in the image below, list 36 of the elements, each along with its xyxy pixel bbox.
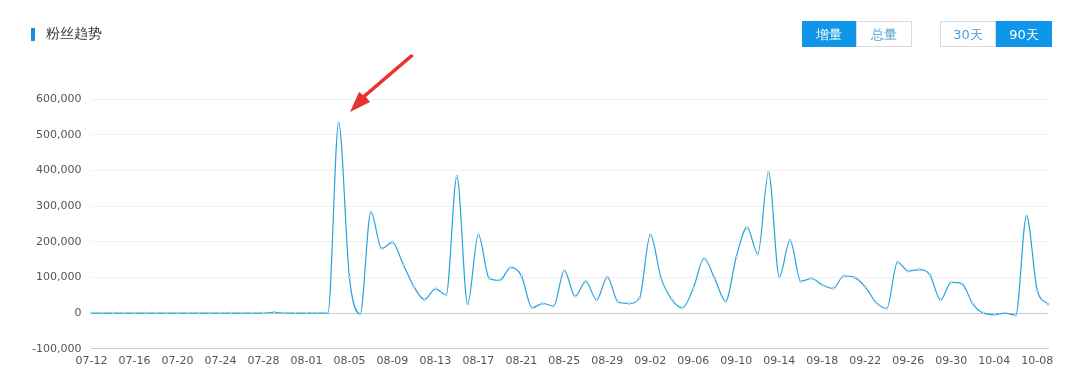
x-tick-label: 09-26 <box>892 354 925 368</box>
y-tick-label: 500,000 <box>35 127 82 141</box>
x-tick-label: 08-29 <box>591 354 624 368</box>
text: 增量 <box>802 21 856 47</box>
x-tick-label: 09-06 <box>677 354 710 368</box>
x-tick-label: 09-22 <box>849 354 882 368</box>
x-tick-label: 08-17 <box>462 354 495 368</box>
x-tick-label: 07-28 <box>247 354 280 368</box>
text: 30天 <box>940 21 996 47</box>
y-tick-label: 200,000 <box>35 234 82 248</box>
y-tick-label: 0 <box>74 305 82 319</box>
chart-title: 粉丝趋势 <box>46 25 102 43</box>
x-tick-label: 07-20 <box>161 354 194 368</box>
x-tick-label: 08-13 <box>419 354 452 368</box>
text: 90天 <box>996 21 1052 47</box>
x-tick-label: 07-16 <box>118 354 151 368</box>
y-tick-label: 100,000 <box>35 270 82 284</box>
y-tick-label: 400,000 <box>35 163 82 177</box>
x-tick-label: 09-02 <box>634 354 667 368</box>
x-tick-label: 10-04 <box>978 354 1011 368</box>
x-tick-label: 09-18 <box>806 354 839 368</box>
x-tick-label: 10-08 <box>1021 354 1054 368</box>
x-tick-label: 07-24 <box>204 354 237 368</box>
x-tick-label: 07-12 <box>75 354 108 368</box>
text: 总量 <box>856 21 912 47</box>
x-tick-label: 08-21 <box>505 354 538 368</box>
x-tick-label: 08-01 <box>290 354 323 368</box>
y-tick-label: 300,000 <box>35 198 82 212</box>
y-tick-label: -100,000 <box>31 341 82 355</box>
x-tick-label: 08-25 <box>548 354 581 368</box>
x-tick-label: 09-14 <box>763 354 796 368</box>
y-tick-label: 600,000 <box>35 91 82 105</box>
x-tick-label: 08-09 <box>376 354 409 368</box>
x-tick-label: 09-10 <box>720 354 753 368</box>
x-tick-label: 09-30 <box>935 354 968 368</box>
x-tick-label: 08-05 <box>333 354 366 368</box>
